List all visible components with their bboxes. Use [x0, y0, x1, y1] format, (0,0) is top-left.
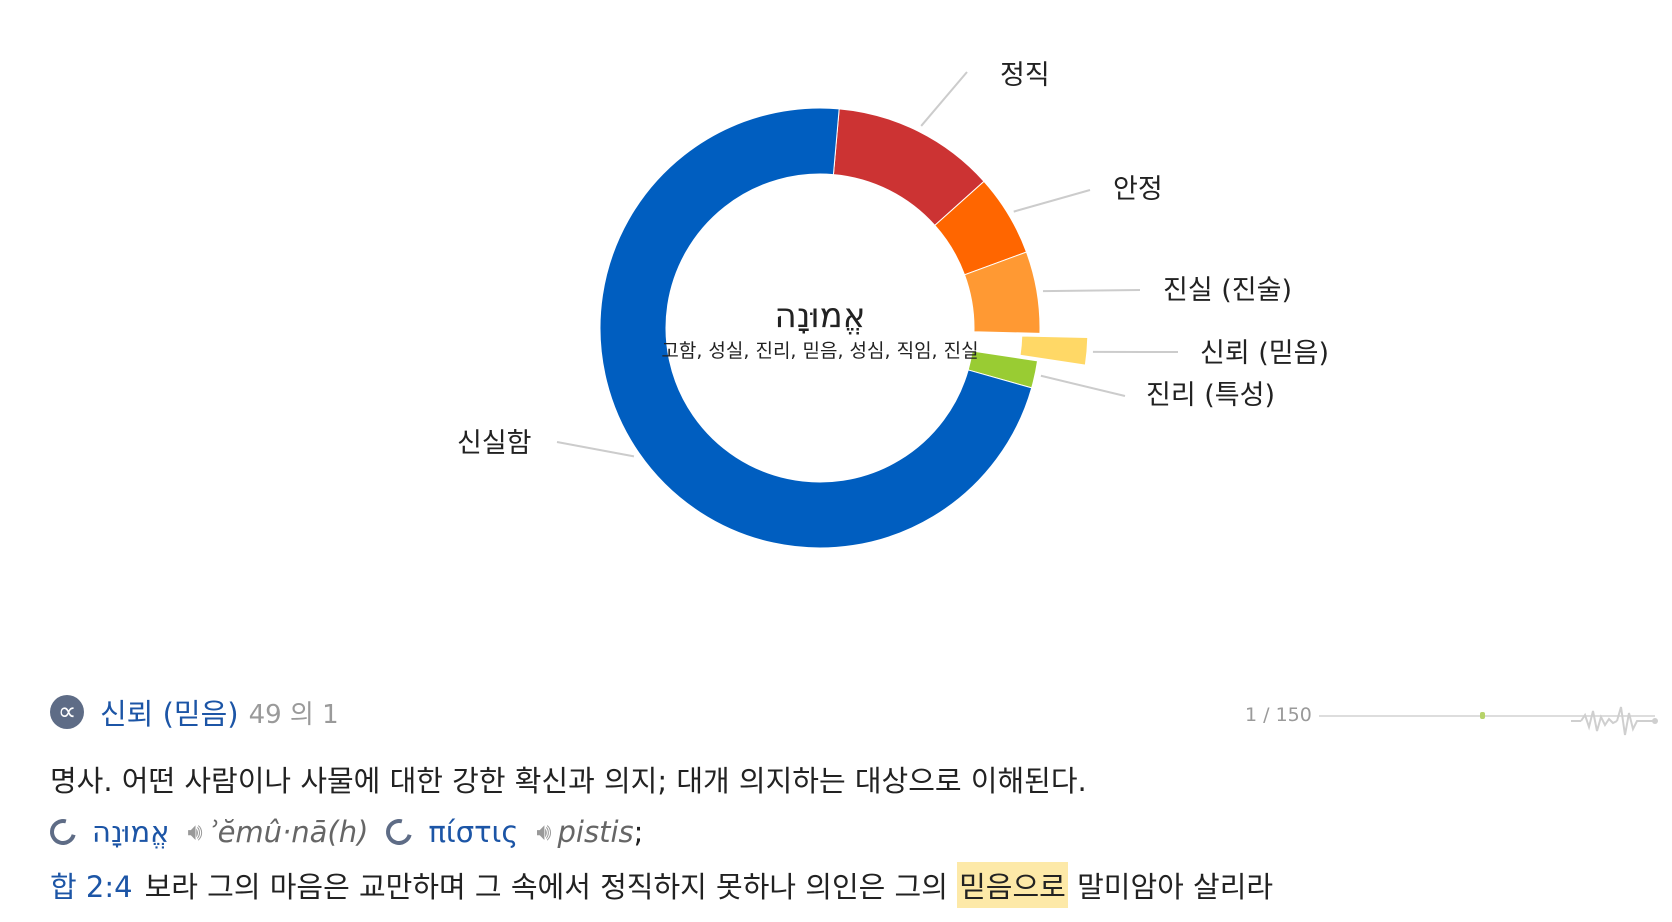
sense-icon[interactable]: ∝ [50, 695, 84, 729]
chart-slice-label[interactable]: 정직 [1000, 60, 1050, 91]
chart-leader-lines [556, 71, 1179, 458]
verse-reference-link[interactable]: 합 2:4 [50, 870, 133, 904]
chart-slices [599, 107, 1089, 549]
pager-position-marker[interactable] [1480, 712, 1485, 719]
chart-center-subtitle: 고함, 성실, 진리, 믿음, 성심, 직임, 진실 [661, 340, 978, 362]
chart-slice-label[interactable]: 진리 (특성) [1146, 380, 1275, 411]
chart-leader-line [1042, 289, 1141, 293]
words-terminator: ; [633, 815, 644, 849]
pager-text: 1 / 150 [1245, 704, 1312, 726]
sense-count: 49 의 1 [248, 699, 339, 730]
chart-center-title: אֱמוּנָה [775, 296, 866, 336]
chart-slice-label[interactable]: 신실함 [457, 428, 532, 459]
chart-slice-label[interactable]: 안정 [1113, 174, 1163, 205]
word-wheel-icon[interactable] [381, 814, 418, 850]
speaker-icon[interactable]: 🔊︎ [187, 818, 203, 846]
pager-track[interactable] [1319, 706, 1658, 736]
verse-example: 합 2:4 보라 그의 마음은 교만하며 그 속에서 정직하지 못하나 의인은 … [50, 862, 1274, 908]
sense-label[interactable]: 신뢰 (믿음) [100, 697, 239, 731]
chart-slice[interactable] [599, 107, 1033, 549]
chart-slice[interactable] [963, 251, 1041, 334]
verse-text-before: 보라 그의 마음은 교만하며 그 속에서 정직하지 못하나 의인은 그의 [144, 870, 948, 904]
chart-slice-label[interactable]: 진실 (진술) [1163, 275, 1292, 306]
chart-leader-line [556, 441, 635, 458]
sense-header: ∝ 신뢰 (믿음) 49 의 1 [50, 692, 339, 732]
sense-pager: 1 / 150 [1245, 700, 1665, 736]
definition-text: 명사. 어떤 사람이나 사물에 대한 강한 확신과 의지; 대개 의지하는 대상… [50, 764, 1087, 798]
chart-slice-label[interactable]: 신뢰 (믿음) [1200, 338, 1329, 369]
chart-slice[interactable] [1019, 335, 1089, 366]
speaker-icon[interactable]: 🔊︎ [536, 818, 552, 846]
original-words: אֱמוּנָה 🔊︎ ʾĕmû·nā(h) πίστις 🔊︎ pistis … [45, 812, 644, 852]
verse-text-after: 말미암아 살리라 [1077, 870, 1274, 904]
chart-leader-line [1040, 374, 1126, 397]
verse-highlight: 믿음으로 [957, 862, 1068, 908]
hebrew-transliteration: ʾĕmû·nā(h) [208, 815, 369, 849]
waveform-icon [1571, 706, 1658, 736]
word-wheel-icon[interactable] [45, 814, 81, 850]
hebrew-lemma[interactable]: אֱמוּנָה [92, 815, 170, 849]
greek-transliteration: pistis [557, 815, 634, 849]
greek-lemma[interactable]: πίστις [428, 815, 519, 849]
chart-leader-line [1013, 189, 1091, 213]
chart-leader-line [920, 71, 968, 127]
